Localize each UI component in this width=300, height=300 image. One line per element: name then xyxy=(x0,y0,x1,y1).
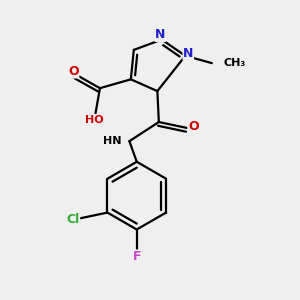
Text: CH₃: CH₃ xyxy=(223,58,245,68)
Text: Cl: Cl xyxy=(66,213,80,226)
Text: N: N xyxy=(155,28,166,41)
Text: O: O xyxy=(68,65,79,78)
Text: N: N xyxy=(183,47,194,60)
Text: F: F xyxy=(133,250,141,263)
Text: HN: HN xyxy=(103,136,121,146)
Text: O: O xyxy=(188,120,199,133)
Text: HO: HO xyxy=(85,115,104,125)
